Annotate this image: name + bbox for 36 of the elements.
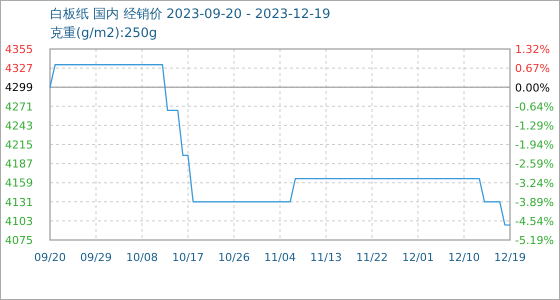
chart-subtitle: 克重(g/m2):250g (50, 26, 158, 41)
y2-tick-label: -1.29% (515, 120, 554, 133)
x-tick-label: 12/10 (448, 251, 480, 264)
y2-tick-label: -1.94% (515, 138, 554, 152)
y2-tick-label: -2.59% (515, 158, 554, 171)
y2-tick-label: -4.54% (515, 214, 554, 228)
x-tick-label: 11/22 (356, 251, 388, 264)
x-tick-label: 12/19 (494, 251, 526, 264)
y-tick-label: 4355 (5, 43, 33, 56)
y-tick-label: 4187 (5, 158, 33, 171)
y2-tick-label: -3.89% (515, 196, 554, 209)
y2-tick-label: -0.64% (515, 100, 554, 114)
y-tick-label: 4159 (5, 176, 33, 190)
line-series (49, 64, 511, 226)
y2-tick-label: -3.24% (515, 176, 554, 190)
y-tick-label: 4243 (5, 119, 33, 132)
x-tick-label: 10/26 (218, 251, 250, 264)
y-tick-label: 4103 (5, 214, 33, 228)
y2-tick-label: -5.19% (515, 234, 554, 247)
x-tick-label: 10/08 (126, 251, 158, 264)
x-tick-label: 11/04 (264, 251, 296, 264)
x-tick-label: 10/17 (172, 251, 204, 264)
y2-tick-label: 0.00% (515, 82, 550, 95)
y-tick-label: 4299 (5, 81, 33, 94)
y2-tick-label: 0.67% (515, 62, 550, 76)
chart-title: 白板纸 国内 经销价 2023-09-20 - 2023-12-19 (50, 7, 330, 22)
y-tick-label: 4075 (5, 234, 33, 247)
y-tick-label: 4215 (5, 138, 33, 152)
x-tick-label: 09/20 (34, 251, 66, 264)
y-tick-label: 4131 (5, 196, 33, 209)
y-tick-label: 4327 (5, 62, 33, 76)
x-tick-label: 11/13 (310, 251, 342, 264)
x-tick-label: 09/29 (80, 251, 112, 264)
x-tick-label: 12/01 (402, 251, 434, 264)
y2-tick-label: 1.32% (515, 43, 550, 56)
y-tick-label: 4271 (5, 100, 33, 114)
